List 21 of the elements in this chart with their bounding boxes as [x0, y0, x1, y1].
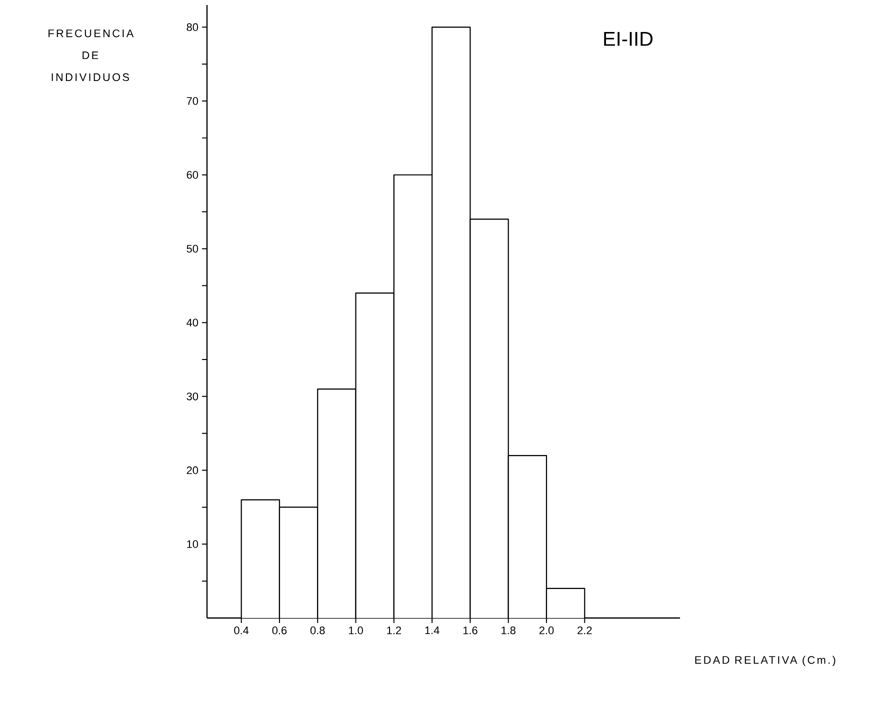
x-tick-label: 1.8 [502, 626, 516, 634]
y-tick-label: 70 [186, 97, 198, 105]
y-tick-label: 80 [186, 23, 198, 32]
x-tick-label: 2.0 [539, 626, 554, 634]
x-axis-title: EDAD RELATIVA (Cm.) [695, 656, 836, 666]
x-tick-label: 1.2 [387, 626, 401, 634]
y-tick-label: 20 [186, 466, 198, 474]
x-tick-label: 0.4 [234, 626, 249, 634]
y-tick-label: 10 [187, 540, 198, 548]
y-tick-label: 40 [186, 318, 198, 326]
y-tick-label: 30 [186, 392, 198, 400]
x-tick-label: 2.2 [578, 626, 592, 634]
x-tick-label: 1.4 [425, 626, 440, 634]
y-tick-label: 50 [186, 244, 198, 253]
x-tick-label: 0.6 [272, 626, 287, 634]
text: EI-IID [604, 32, 652, 46]
text: FRECUENCIA DE INDIVIDUOS [48, 29, 134, 82]
x-tick-label: 1.6 [463, 626, 478, 634]
x-tick-label: 1.0 [348, 626, 363, 634]
x-tick-label: 0.8 [310, 626, 325, 634]
y-tick-label: 60 [186, 170, 198, 179]
